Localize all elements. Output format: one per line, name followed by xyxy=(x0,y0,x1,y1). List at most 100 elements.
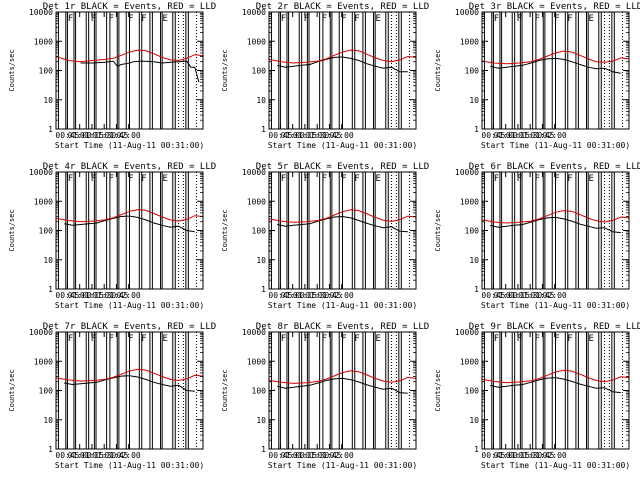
y-axis-label: Counts/sec xyxy=(221,369,229,411)
x-tick-label: 01:15 xyxy=(293,291,317,300)
lld-series-line xyxy=(268,49,417,64)
flag-letter: F xyxy=(322,14,327,24)
x-tick-label: 02:00 xyxy=(330,291,354,300)
x-tick-label: 01:00 xyxy=(494,451,518,460)
y-tick-label: 1 xyxy=(474,285,479,294)
flag-letter: F xyxy=(354,174,359,184)
x-tick-label: 01:30 xyxy=(92,451,116,460)
x-tick-label: 00:45 xyxy=(55,291,79,300)
x-tick-label: 00:45 xyxy=(481,131,505,140)
chart-title: Det 9r BLACK = Events, RED = LLD xyxy=(469,322,640,332)
x-tick-label: 01:15 xyxy=(506,291,530,300)
x-tick-label: 00:45 xyxy=(268,291,292,300)
y-tick-label: 100 xyxy=(39,227,54,236)
flag-letter: F xyxy=(68,174,73,184)
y-tick-label: 100 xyxy=(465,227,480,236)
x-tick-label: 01:00 xyxy=(281,451,305,460)
x-tick-label: 02:00 xyxy=(543,451,567,460)
y-tick-label: 1000 xyxy=(460,357,479,366)
x-tick-label: 01:45 xyxy=(530,291,554,300)
flag-letter: F xyxy=(494,174,499,184)
x-tick-label: 01:30 xyxy=(518,451,542,460)
x-axis-label: Start Time (11-Aug-11 00:31:00) xyxy=(268,141,417,150)
flag-letter: F xyxy=(517,334,522,344)
flag-letter: F xyxy=(68,334,73,344)
x-axis-label: Start Time (11-Aug-11 00:31:00) xyxy=(55,141,204,150)
chart-title: Det 4r BLACK = Events, RED = LLD xyxy=(43,162,216,172)
flag-letter: F xyxy=(535,174,540,184)
flag-letter: E xyxy=(376,174,381,184)
y-tick-label: 100 xyxy=(252,227,267,236)
y-tick-label: 100 xyxy=(39,387,54,396)
y-tick-label: 10 xyxy=(256,416,266,425)
y-tick-label: 10 xyxy=(43,416,53,425)
flag-letter: F xyxy=(567,14,572,24)
y-axis-label: Counts/sec xyxy=(8,209,16,251)
y-tick-label: 100 xyxy=(252,387,267,396)
y-tick-label: 1 xyxy=(261,445,266,454)
x-tick-label: 01:15 xyxy=(80,451,104,460)
y-tick-label: 1000 xyxy=(247,357,266,366)
flag-letter: F xyxy=(341,334,346,344)
flag-letter: F xyxy=(304,334,309,344)
flag-letter: F xyxy=(554,334,559,344)
y-tick-label: 1 xyxy=(261,285,266,294)
x-tick-label: 00:45 xyxy=(55,131,79,140)
flag-letter: F xyxy=(354,334,359,344)
x-axis-label: Start Time (11-Aug-11 00:31:00) xyxy=(481,141,630,150)
lld-series-line xyxy=(481,50,630,65)
x-tick-label: 01:30 xyxy=(92,291,116,300)
y-tick-label: 10000 xyxy=(242,168,266,177)
flag-letter: F xyxy=(109,14,114,24)
flag-letter: F xyxy=(341,174,346,184)
y-tick-label: 100 xyxy=(39,67,54,76)
flag-letter: F xyxy=(304,174,309,184)
x-tick-label: 01:45 xyxy=(317,131,341,140)
y-tick-label: 10000 xyxy=(455,328,479,337)
x-tick-label: 01:45 xyxy=(530,131,554,140)
x-tick-label: 00:45 xyxy=(481,451,505,460)
x-tick-label: 01:15 xyxy=(293,131,317,140)
flag-letter: F xyxy=(494,14,499,24)
flag-letter: E xyxy=(589,14,594,24)
flag-letter: F xyxy=(141,334,146,344)
x-tick-label: 02:00 xyxy=(330,451,354,460)
y-tick-label: 1 xyxy=(261,125,266,134)
x-tick-label: 02:00 xyxy=(543,131,567,140)
x-tick-label: 01:30 xyxy=(92,131,116,140)
events-series-line xyxy=(80,60,200,83)
y-tick-label: 1 xyxy=(48,125,53,134)
y-axis-label: Counts/sec xyxy=(221,49,229,91)
y-tick-label: 1000 xyxy=(34,197,53,206)
flag-letter: F xyxy=(281,334,286,344)
events-series-line xyxy=(277,377,408,394)
x-tick-label: 01:00 xyxy=(494,291,518,300)
y-tick-label: 10000 xyxy=(242,8,266,17)
y-tick-label: 1000 xyxy=(34,357,53,366)
flag-letter: F xyxy=(554,14,559,24)
flag-letter: F xyxy=(341,14,346,24)
x-tick-label: 02:00 xyxy=(117,291,141,300)
flag-letter: F xyxy=(322,174,327,184)
flag-letter: E xyxy=(163,14,168,24)
events-series-line xyxy=(64,215,195,233)
flag-letter: F xyxy=(354,14,359,24)
y-axis-label: Counts/sec xyxy=(434,209,442,251)
flag-letter: E xyxy=(589,334,594,344)
flag-letter: F xyxy=(567,174,572,184)
x-tick-label: 01:45 xyxy=(317,291,341,300)
x-tick-label: 01:45 xyxy=(104,291,128,300)
flag-letter: F xyxy=(567,334,572,344)
y-tick-label: 1000 xyxy=(247,197,266,206)
flag-letter: E xyxy=(163,334,168,344)
x-axis-label: Start Time (11-Aug-11 00:31:00) xyxy=(481,301,630,310)
y-tick-label: 10000 xyxy=(455,8,479,17)
flag-letter: F xyxy=(128,14,133,24)
flag-letter: E xyxy=(376,334,381,344)
lld-series-line xyxy=(55,368,204,382)
x-tick-label: 00:45 xyxy=(55,451,79,460)
